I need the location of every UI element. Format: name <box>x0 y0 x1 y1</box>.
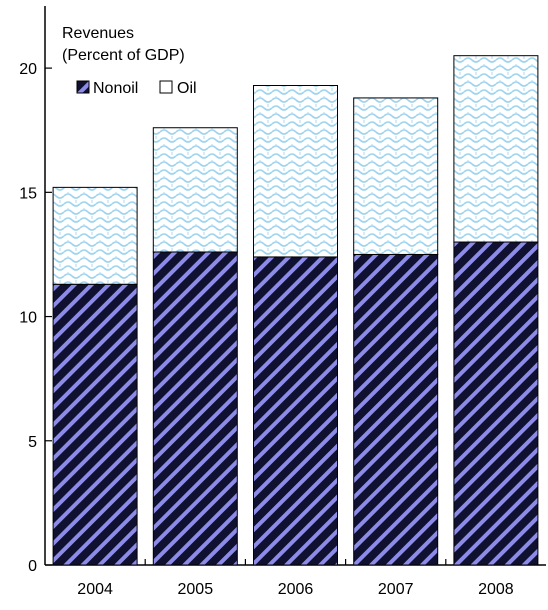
legend-label-oil: Oil <box>177 80 197 97</box>
legend-swatch-nonoil <box>76 80 90 94</box>
x-axis-ticks: 2004 2005 2006 2007 2008 <box>77 559 514 598</box>
y-tick-label: 10 <box>19 310 37 327</box>
x-tick-label: 2005 <box>178 581 214 598</box>
x-tick-label: 2006 <box>278 581 314 598</box>
chart-subtitle: (Percent of GDP) <box>62 47 185 64</box>
y-tick-label: 0 <box>28 558 37 575</box>
bar-nonoil-2005 <box>152 251 238 566</box>
bar-oil-2004 <box>52 186 138 285</box>
chart-title: Revenues <box>62 25 134 42</box>
bar-nonoil-2007 <box>353 253 439 566</box>
bar-oil-2005 <box>152 127 238 253</box>
legend-label-nonoil: Nonoil <box>93 80 138 97</box>
y-axis-ticks: 0 5 10 15 20 <box>19 61 52 575</box>
bar-nonoil-2004 <box>52 283 138 566</box>
y-tick-label: 20 <box>19 61 37 78</box>
x-tick-label: 2007 <box>378 581 414 598</box>
chart-title-group: Revenues (Percent of GDP) <box>62 25 185 64</box>
bar-nonoil-2008 <box>453 241 539 566</box>
x-tick-label: 2004 <box>77 581 113 598</box>
bar-nonoil-2006 <box>253 256 338 566</box>
bar-oil-2008 <box>453 55 539 243</box>
x-tick-label: 2008 <box>478 581 514 598</box>
legend-item-oil: Oil <box>159 80 197 97</box>
legend-swatch-oil <box>159 80 173 94</box>
bar-oil-2006 <box>253 85 338 258</box>
bar-oil-2007 <box>353 97 439 255</box>
bars-group <box>52 55 539 566</box>
y-tick-label: 5 <box>28 434 37 451</box>
y-tick-label: 15 <box>19 185 37 202</box>
legend: Nonoil Oil <box>76 80 197 97</box>
legend-item-nonoil: Nonoil <box>76 80 138 97</box>
